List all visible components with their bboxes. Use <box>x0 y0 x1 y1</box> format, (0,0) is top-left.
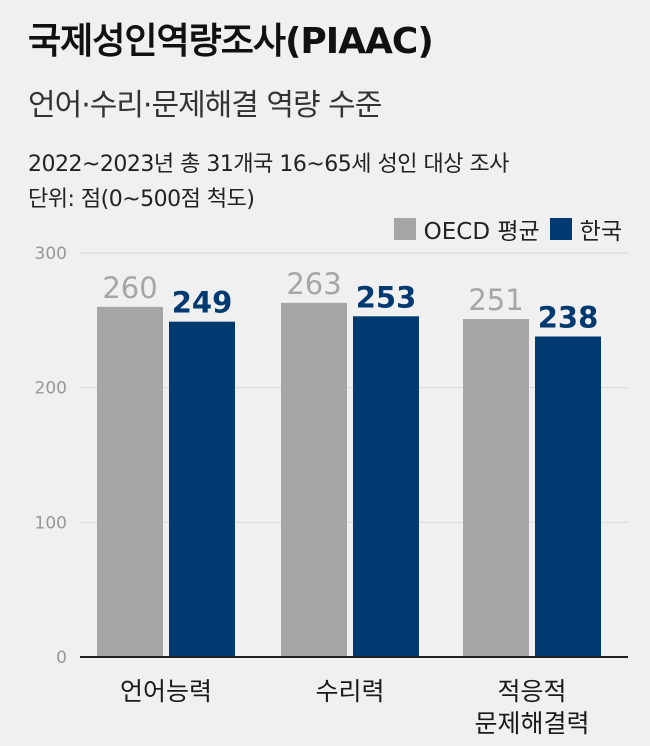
category-label: 문제해결력 <box>474 709 589 738</box>
legend: OECD 평균 한국 <box>393 212 622 246</box>
bar-korea <box>169 321 235 657</box>
y-tick-label: 300 <box>35 244 67 264</box>
legend-swatch-oecd <box>393 218 416 240</box>
y-tick-label: 100 <box>35 513 67 533</box>
chart-subtitle: 언어·수리·문제해결 역량 수준 <box>28 88 382 123</box>
y-tick-label: 200 <box>35 379 67 399</box>
category-label: 수리력 <box>315 677 384 706</box>
legend-item-korea: 한국 <box>549 212 622 246</box>
legend-label-korea: 한국 <box>579 219 622 245</box>
data-label-oecd: 263 <box>286 267 341 301</box>
chart-title: 국제성인역량조사(PIAAC) <box>28 21 434 62</box>
data-label-korea: 253 <box>356 280 417 314</box>
bar-oecd <box>463 318 529 657</box>
data-label-oecd: 260 <box>102 271 157 305</box>
legend-swatch-korea <box>549 218 572 240</box>
data-label-korea: 238 <box>538 300 599 334</box>
survey-note: 2022~2023년 총 31개국 16~65세 성인 대상 조사 <box>28 152 509 177</box>
bar-oecd <box>281 302 347 657</box>
bar-oecd <box>97 306 163 657</box>
bar-korea <box>535 336 601 657</box>
category-label: 적응적 <box>497 677 566 706</box>
y-tick-label: 0 <box>56 648 67 668</box>
legend-label-oecd: OECD 평균 <box>423 219 540 245</box>
category-label: 언어능력 <box>120 677 212 706</box>
legend-item-oecd: OECD 평균 <box>393 212 540 246</box>
unit-note: 단위: 점(0~500점 척도) <box>28 187 255 212</box>
data-label-oecd: 251 <box>468 283 523 317</box>
bar-korea <box>353 316 419 657</box>
data-label-korea: 249 <box>172 286 233 320</box>
